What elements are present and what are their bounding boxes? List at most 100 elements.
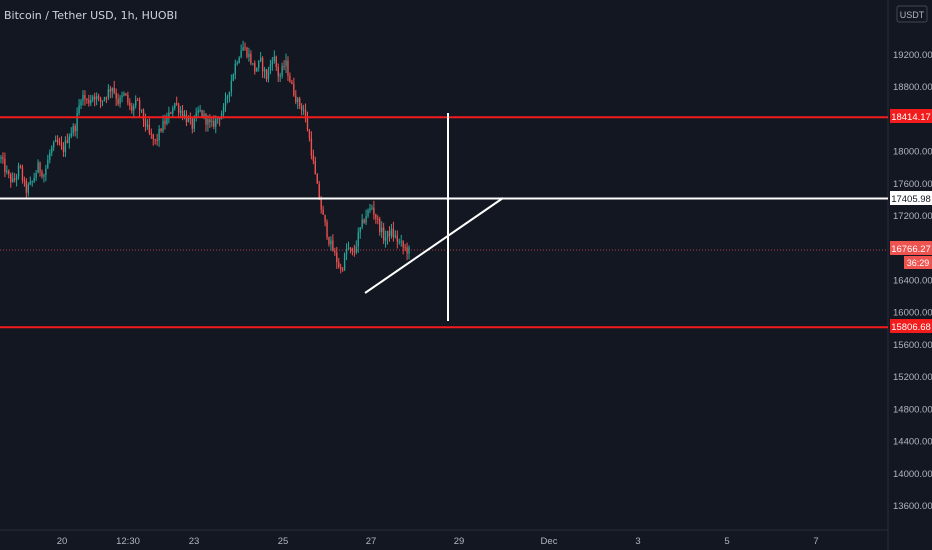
candle-bear [4, 158, 6, 173]
trendline[interactable] [364, 197, 504, 294]
candle-bear [275, 56, 277, 67]
candle-bull [27, 184, 29, 193]
candle-bear [310, 138, 313, 156]
candle-bear [396, 235, 398, 242]
candle-bull [111, 88, 113, 92]
candle-bear [191, 118, 193, 129]
candle-bull [135, 99, 137, 106]
price-tick-label: 17200.00 [893, 211, 932, 222]
svg-text:36:29: 36:29 [907, 258, 930, 268]
candle-bull [53, 142, 55, 148]
candle-bear [300, 106, 303, 111]
candle-bear [349, 247, 352, 249]
candle-bull [238, 57, 240, 63]
candle-bear [320, 199, 322, 210]
current-price-label: 16766.27 [890, 241, 932, 255]
candle-bear [314, 160, 316, 175]
candle-bear [170, 112, 172, 114]
chart-title: Bitcoin / Tether USD, 1h, HUOBI [4, 9, 178, 22]
candle-bull [232, 74, 234, 81]
candle-bear [152, 134, 154, 140]
candle-bull [54, 139, 57, 143]
candle-bull [367, 210, 369, 217]
candle-bear [261, 57, 264, 72]
candle-bull [369, 208, 371, 211]
candle-bear [8, 170, 10, 175]
candle-bull [123, 93, 125, 96]
candle-bear [265, 69, 268, 80]
price-tick-label: 15600.00 [893, 340, 932, 351]
candle-bear [392, 228, 395, 238]
candle-bull [302, 110, 305, 112]
price-tick-label: 19200.00 [893, 50, 932, 61]
candle-bull [217, 118, 219, 120]
candle-bear [164, 120, 166, 124]
candle-bull [146, 124, 149, 127]
candle-bear [318, 183, 320, 200]
candle-bear [218, 118, 221, 120]
candle-bear [254, 63, 256, 72]
candle-bull [49, 152, 51, 160]
svg-text:16766.27: 16766.27 [891, 244, 931, 255]
currency-button[interactable]: USDT [896, 5, 928, 23]
support-price-label: 15806.68 [890, 319, 932, 333]
candle-bull [103, 97, 106, 101]
candle-bear [23, 179, 26, 182]
candle-bear [326, 221, 328, 238]
candle-bull [279, 75, 281, 77]
countdown-label: 36:29 [904, 256, 932, 269]
candle-bull [92, 96, 94, 100]
candle-bear [322, 209, 324, 215]
candle-bear [341, 269, 344, 271]
time-tick-label: 5 [724, 536, 729, 547]
candle-bear [13, 178, 16, 180]
candle-bull [195, 112, 197, 119]
candle-bull [45, 168, 47, 176]
candle-bull [107, 89, 110, 98]
candle-bear [382, 227, 385, 241]
candle-bull [215, 118, 217, 127]
candle-bull [78, 105, 80, 114]
candle-bull [47, 159, 49, 169]
candle-bear [109, 89, 111, 92]
price-tick-label: 16400.00 [893, 276, 932, 287]
candle-bull [199, 110, 201, 112]
time-tick-label: 25 [278, 536, 289, 547]
candle-bear [136, 99, 139, 101]
candle-bull [228, 91, 231, 97]
candle-bull [330, 240, 332, 245]
svg-text:USDT: USDT [900, 10, 925, 20]
candle-bear [277, 66, 279, 77]
candle-bear [351, 248, 354, 252]
candle-bear [2, 157, 4, 159]
candle-bull [211, 120, 213, 122]
candle-bull [29, 181, 31, 185]
candle-bear [21, 167, 24, 180]
candle-bear [283, 66, 285, 68]
candle-bull [222, 106, 225, 114]
price-axis[interactable]: 19200.00 18800.00 18000.00 17600.00 17200.00… [893, 50, 932, 512]
candle-bear [144, 120, 147, 127]
candle-bull [80, 100, 82, 106]
time-axis[interactable]: 20 12:30 23 25 27 29 Dec 3 5 7 [57, 536, 819, 547]
candle-bear [293, 83, 295, 96]
candle-bull [226, 96, 229, 99]
candle-bear [306, 116, 309, 131]
candle-bull [90, 99, 92, 104]
candle-bear [10, 174, 12, 183]
candle-bear [338, 262, 340, 268]
candle-bear [176, 103, 178, 105]
candle-bear [304, 110, 307, 117]
candle-bull [174, 103, 176, 109]
candle-bear [334, 251, 336, 253]
candle-bear [56, 139, 59, 143]
candle-bear [148, 124, 151, 133]
candle-bear [154, 139, 156, 141]
candle-bull [12, 178, 14, 183]
candle-bear [291, 81, 293, 84]
svg-text:17405.98: 17405.98 [891, 194, 931, 205]
price-tick-label: 13600.00 [893, 501, 932, 512]
